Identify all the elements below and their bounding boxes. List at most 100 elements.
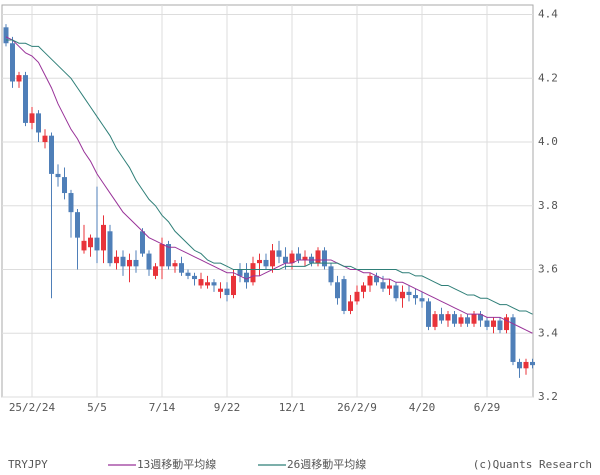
candle-body [49,135,54,174]
candle-body [393,285,399,299]
x-tick-label: 5/5 [87,401,107,414]
candle-body [504,317,509,331]
candle-body [55,173,61,178]
candle-body [218,288,223,292]
x-tick-label: 26/2/9 [337,401,377,414]
candle-body [380,282,386,289]
candle-body [153,266,158,276]
candle-body [406,291,412,296]
ma-line [6,39,533,315]
candle-body [367,275,373,286]
y-tick-label: 3.8 [538,199,558,212]
candle-body [29,113,35,123]
x-tick-label: 4/20 [409,401,436,414]
ma-line [5,36,533,334]
candle-body [452,314,457,324]
candle-body [68,193,74,213]
candle-body [465,317,470,324]
candle-body [172,263,178,267]
candle-body [315,250,321,264]
candle-body [322,250,327,267]
candle-body [133,259,139,267]
candle-body [244,272,249,283]
candle-body [88,237,93,248]
candle-body [348,301,353,311]
candle-body [283,256,288,264]
x-tick-label: 12/1 [279,401,306,414]
candle-body [478,314,483,321]
candle-body [270,250,275,267]
candle-body [276,250,282,257]
candle-body [107,231,113,264]
candle-body [3,27,9,44]
candle-body [387,285,392,289]
candle-body [16,75,22,82]
candle-body [413,295,418,299]
candle-body [400,291,405,299]
x-tick-label: 6/29 [474,401,501,414]
candle-body [426,301,431,327]
candle-body [75,212,80,238]
y-tick-label: 4.2 [538,71,558,84]
x-tick-label: 9/22 [214,401,241,414]
candle-body [341,279,347,311]
candle-body [432,314,438,327]
candle-body [192,275,197,280]
candle-body [419,298,425,302]
candle-body [250,263,256,283]
candle-body [361,285,366,292]
symbol: TRYJPY [8,458,48,471]
candle-body [62,177,67,194]
legend-label: 26週移動平均線 [287,457,366,471]
candle-body [101,224,106,251]
candle-body [127,259,132,267]
candle-body [296,253,301,260]
candle-body [328,266,334,283]
candle-body [257,259,262,264]
candle-body [185,272,191,276]
x-tick-label: 7/14 [149,401,176,414]
candle-body [36,113,41,133]
y-tick-label: 4.0 [538,135,558,148]
candle-body [42,135,48,143]
y-tick-label: 4.4 [538,8,558,21]
y-tick-label: 3.6 [538,263,558,276]
candle-body [374,275,379,283]
candle-body [439,314,444,321]
y-tick-label: 3.2 [538,390,558,403]
source: (c)Quants Research [473,458,592,471]
candle-body [198,279,204,286]
candle-body [94,237,100,251]
candle-body [146,253,152,270]
candle-body [302,256,308,260]
candle-body [484,320,490,327]
candle-body [445,314,451,321]
candle-body [237,269,243,276]
candle-body [114,256,119,264]
candle-body [263,259,269,267]
candle-body [458,317,464,324]
candle-body [497,320,503,331]
candle-body [120,256,126,267]
candle-body [224,288,230,296]
plot-frame [1,4,534,398]
candle-body [510,317,516,362]
candle-body [211,282,217,286]
candle-body [517,361,522,369]
candle-body [530,361,535,366]
candle-body [491,320,496,327]
candle-body [10,43,15,82]
x-tick-label: 25/2/24 [9,401,56,414]
candle-body [159,244,165,267]
candle-body [81,240,87,251]
candle-body [354,291,360,302]
candle-body [523,361,529,369]
candle-body [231,275,236,296]
candle-body [23,75,28,123]
y-tick-label: 3.4 [538,326,558,339]
candle-body [140,231,145,254]
candle-body [471,314,477,324]
candle-body [179,263,184,273]
candle-body [289,253,295,264]
